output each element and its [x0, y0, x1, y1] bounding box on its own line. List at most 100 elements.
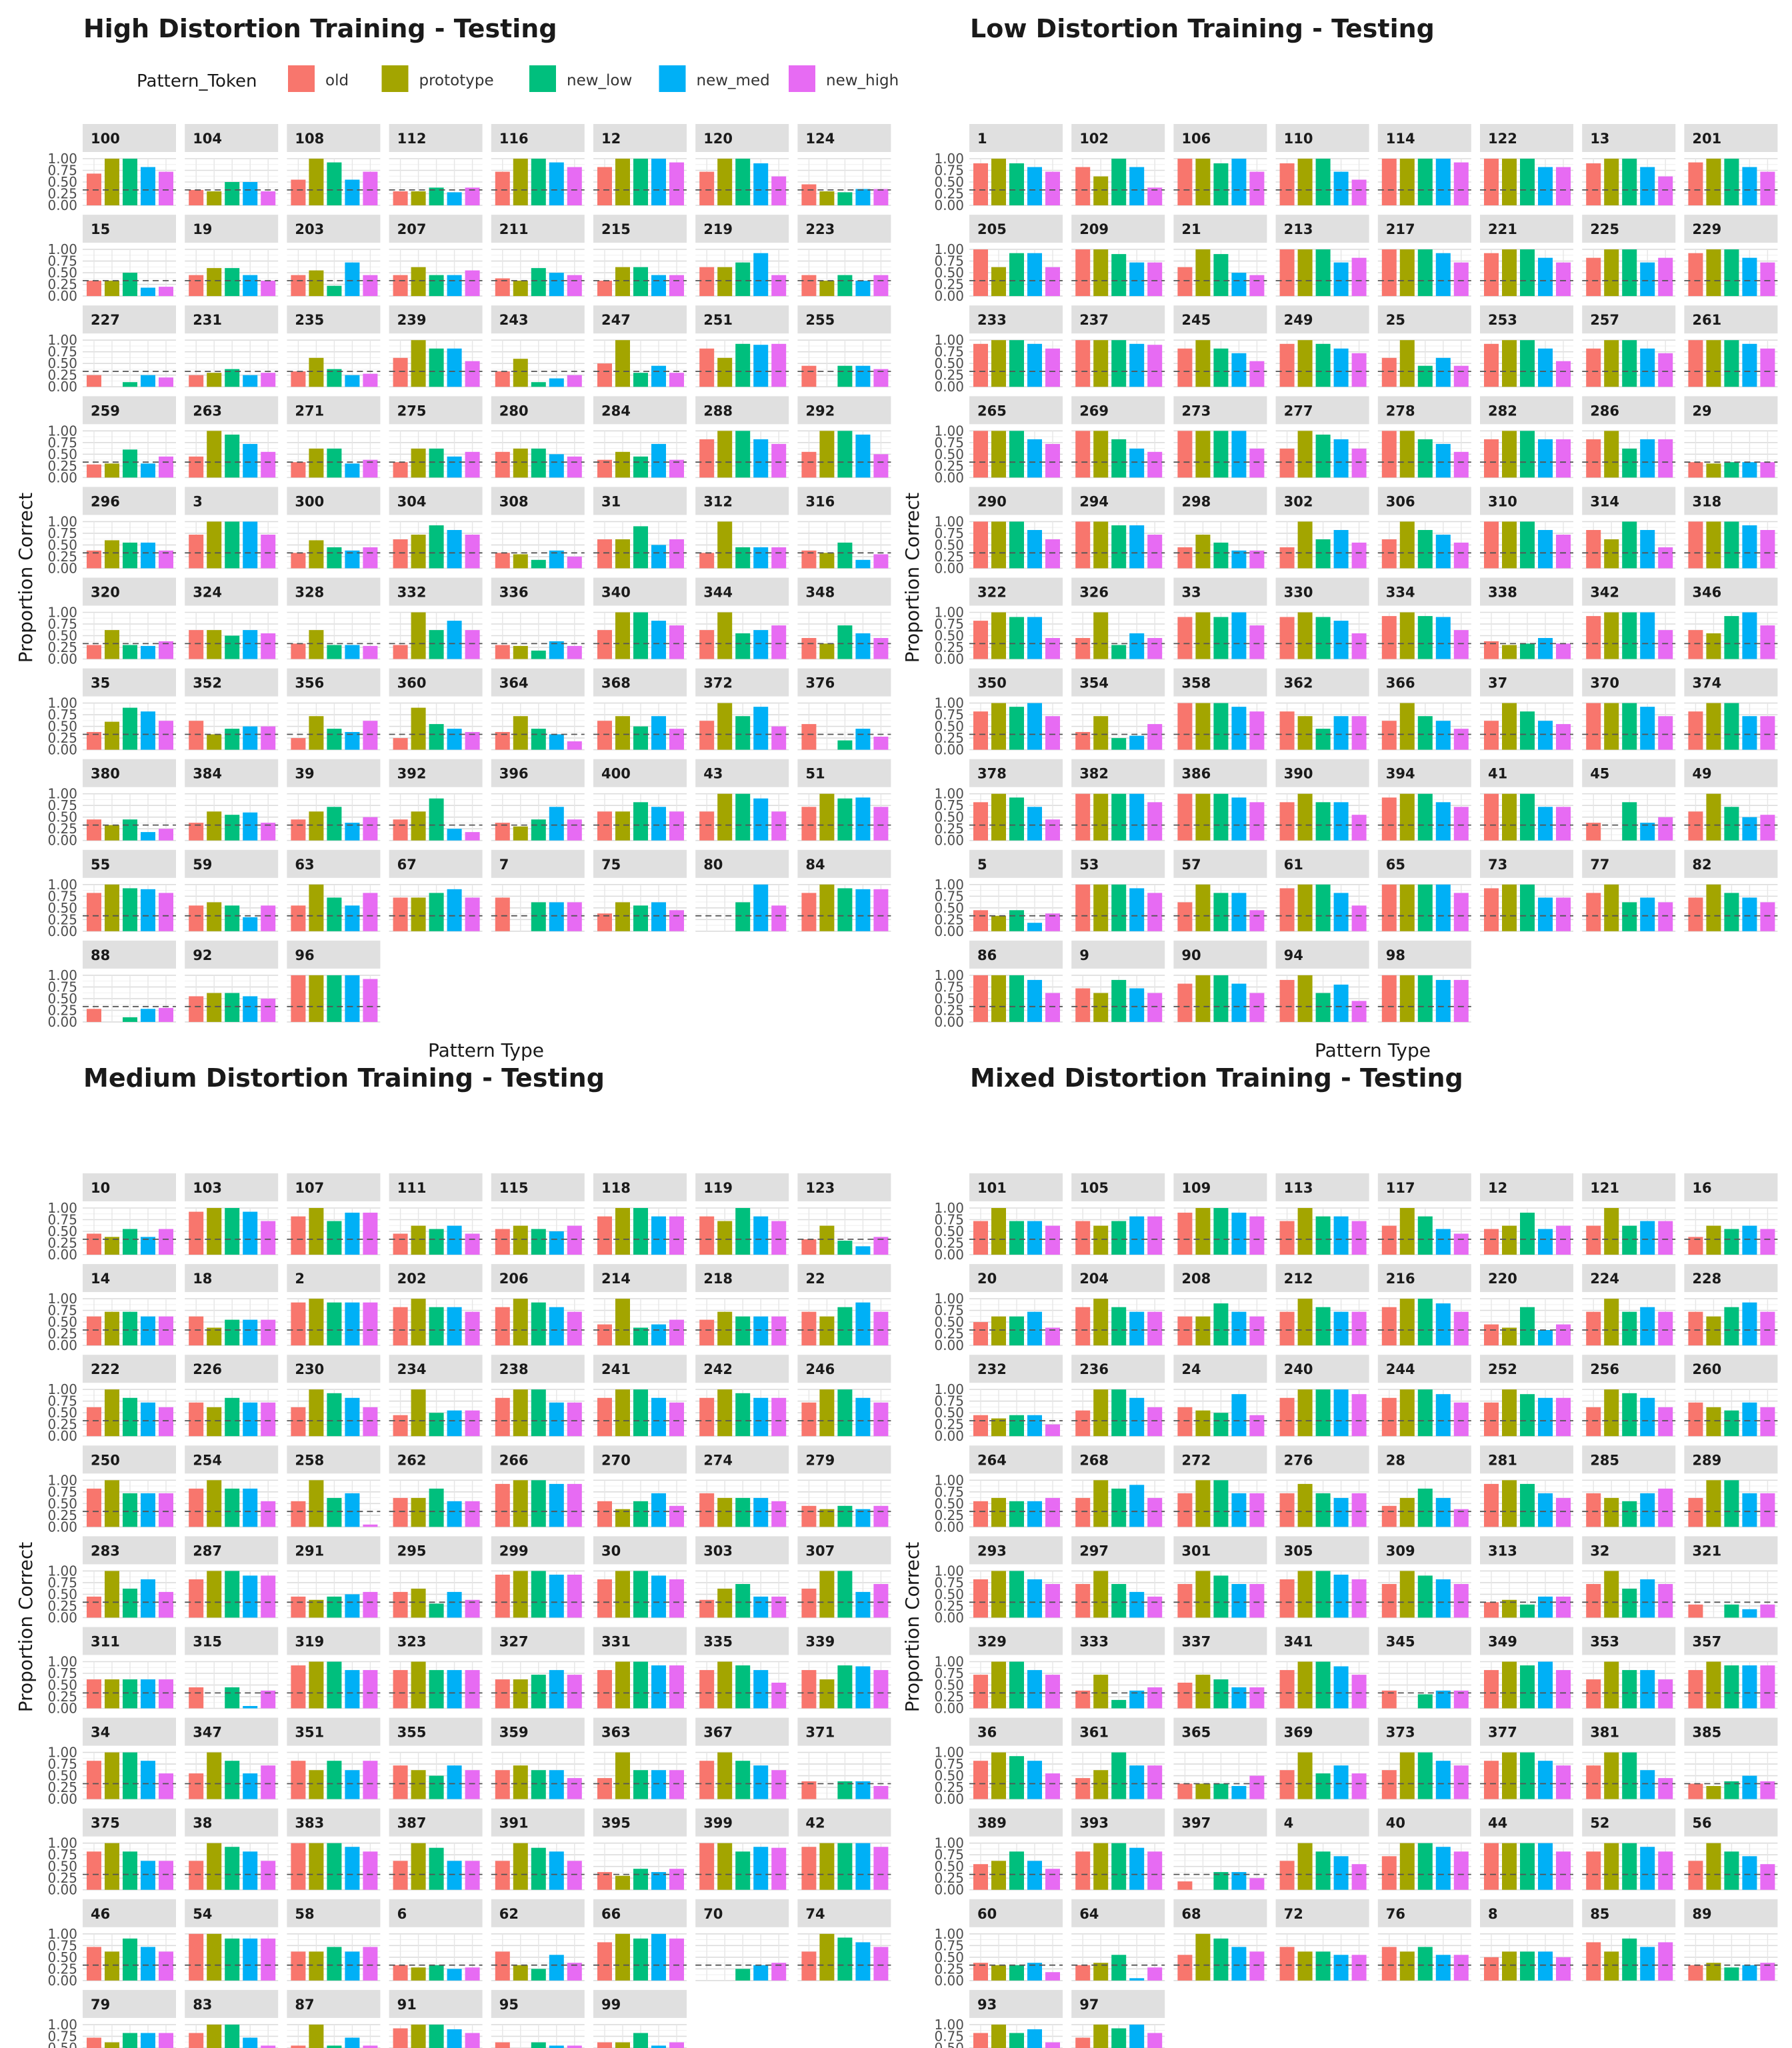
facet-327: 327: [491, 1627, 585, 1709]
facet-368: 368: [593, 668, 687, 751]
bar-new_low: [429, 1603, 444, 1618]
bar-new_med: [1231, 159, 1247, 205]
legend-item-new_low: new_low: [529, 65, 632, 92]
bar-new_med: [447, 1307, 462, 1346]
bar-new_med: [855, 889, 871, 931]
bar-new_med: [651, 275, 666, 297]
bar-new_med: [447, 275, 462, 297]
bar-new_low: [735, 793, 751, 841]
facet-275: 275: [389, 396, 483, 479]
facet-label: 380: [91, 766, 120, 782]
bar-new_high: [1249, 275, 1265, 297]
bar-new_high: [465, 361, 480, 387]
facet-strip: [83, 305, 176, 334]
facet-strip: [797, 1536, 891, 1565]
facet-strip: [1684, 849, 1778, 878]
bar-old: [87, 1233, 101, 1255]
bar-old: [1279, 888, 1295, 931]
bar-new_med: [447, 456, 462, 478]
bar-new_high: [771, 1596, 787, 1618]
bar-old: [801, 365, 817, 387]
bar-new_high: [1351, 815, 1367, 841]
bar-new_med: [753, 630, 769, 659]
bar-new_med: [1231, 431, 1247, 478]
bar-old: [291, 371, 306, 387]
facet-label: 1: [977, 131, 987, 147]
bar-prototype: [309, 357, 324, 387]
bar-new_low: [1213, 703, 1229, 750]
bar-new_low: [735, 1393, 751, 1437]
legend-label: old: [325, 72, 349, 89]
bar-prototype: [1195, 975, 1211, 1022]
facet-label: 303: [703, 1543, 733, 1559]
bar-new_med: [855, 797, 871, 841]
bar-old: [597, 539, 612, 569]
facet-270: 270: [593, 1445, 687, 1528]
facet-340: 340: [593, 577, 687, 660]
bar-new_med: [753, 547, 769, 569]
bar-new_low: [633, 905, 648, 931]
facet-strip: [287, 849, 381, 878]
y-tick-label: 0.75: [47, 1484, 77, 1500]
facet-strip: [797, 1173, 891, 1201]
facet-316: 316: [797, 487, 891, 569]
bar-new_high: [873, 1584, 889, 1618]
bar-new_low: [123, 449, 137, 478]
facet-label: 366: [1386, 675, 1415, 691]
bar-new_low: [837, 1389, 853, 1437]
bar-prototype: [1297, 884, 1313, 931]
facet-label: 288: [703, 403, 733, 419]
bar-new_high: [873, 638, 889, 659]
facet-label: 270: [601, 1452, 631, 1468]
facet-63: 63: [287, 849, 381, 932]
bar-prototype: [615, 340, 630, 387]
bar-prototype: [309, 1480, 324, 1527]
bar-old: [597, 1501, 612, 1527]
bar-new_low: [1009, 975, 1024, 1022]
facet-label: 339: [805, 1634, 835, 1650]
bar-old: [1484, 721, 1499, 750]
bar-new_low: [1520, 884, 1535, 931]
bar-prototype: [991, 340, 1006, 387]
facet-label: 251: [703, 312, 733, 328]
facet-strip: [287, 396, 381, 425]
bar-prototype: [105, 281, 119, 297]
bar-new_high: [1249, 625, 1265, 659]
facet-strip: [83, 849, 176, 878]
facet-label: 294: [1079, 493, 1109, 509]
bar-prototype: [513, 159, 528, 205]
facet-strip: [593, 1627, 687, 1655]
bar-prototype: [819, 1571, 835, 1618]
facet-strip: [1582, 577, 1676, 606]
bar-new_low: [225, 369, 240, 387]
facet-label: 326: [1079, 585, 1109, 601]
bar-old: [597, 721, 612, 750]
bar-new_high: [567, 1402, 582, 1437]
facet-strip: [1377, 577, 1471, 606]
facet-strip: [185, 849, 279, 878]
bar-new_high: [1453, 729, 1469, 750]
facet-strip: [1582, 124, 1676, 152]
bar-old: [291, 738, 306, 750]
facet-label: 18: [193, 1271, 212, 1287]
facet-label: 88: [91, 947, 110, 963]
facet-strip: [797, 487, 891, 515]
facet-358: 358: [1173, 668, 1267, 751]
bar-prototype: [819, 1389, 835, 1437]
bar-new_low: [123, 1311, 137, 1346]
bar-prototype: [819, 884, 835, 931]
facet-strip: [491, 487, 585, 515]
bar-prototype: [411, 448, 426, 478]
facet-strip: [593, 124, 687, 152]
bar-new_med: [1640, 530, 1655, 569]
bar-new_low: [633, 726, 648, 750]
bar-old: [1484, 521, 1499, 569]
facet-304: 304: [389, 487, 483, 569]
bar-new_high: [1658, 547, 1673, 569]
facet-strip: [83, 1264, 176, 1293]
bar-new_high: [261, 1575, 276, 1618]
bar-prototype: [1297, 340, 1313, 387]
bar-new_med: [1129, 888, 1145, 931]
